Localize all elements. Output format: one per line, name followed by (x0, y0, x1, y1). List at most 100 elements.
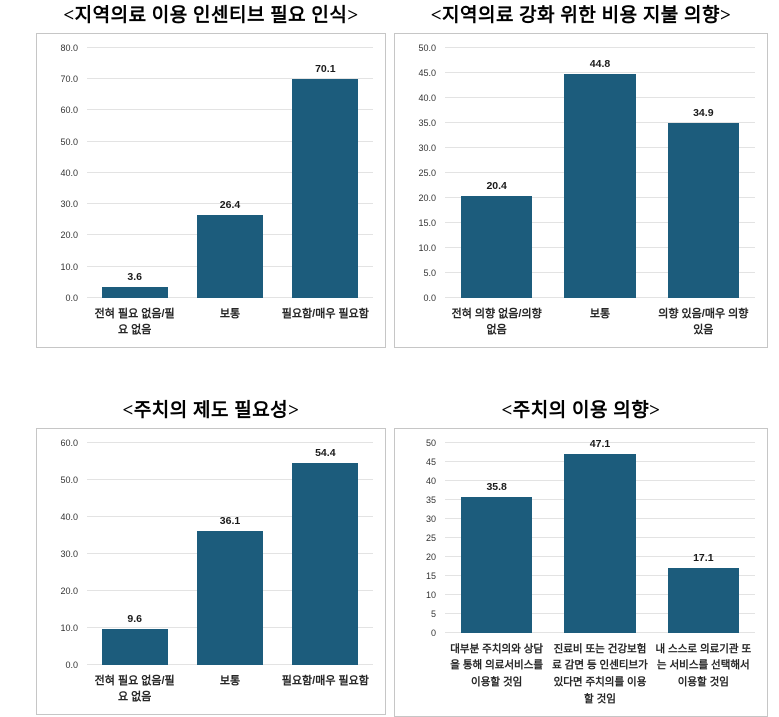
bar-value-label: 26.4 (219, 199, 241, 212)
gridline (445, 46, 755, 48)
chart-payment-willingness: <지역의료 강화 위한 비용 지불 의향> 0.0 5.0 10.0 15.0 20.0… (394, 5, 768, 348)
bar-value-label: 47.1 (589, 437, 611, 450)
chart-incentive-need: <지역의료 이용 인센티브 필요 인식> 0.0 10.0 20.0 30.0 40.0… (36, 5, 386, 348)
y-axis-tick-label: 10.0 (60, 622, 78, 633)
category-labels: 전혀 필요 없음/필요 없음 보통 필요함/매우 필요함 (87, 298, 373, 342)
y-axis-tick-label: 30 (425, 513, 436, 524)
y-axis-tick-label: 30.0 (60, 199, 78, 210)
y-axis-tick-label: 20 (425, 551, 436, 562)
plot-area: 0.0 10.0 20.0 30.0 40.0 50.0 60.0 70.0 80.0 3.6 26… (60, 43, 373, 303)
gridline (445, 441, 755, 443)
category-label: 의향 있음/매우 의향 있음 (658, 307, 749, 337)
gridline (87, 478, 373, 480)
y-axis-tick-label: 50.0 (60, 136, 78, 147)
category-label: 필요함/매우 필요함 (281, 674, 369, 687)
y-axis-tick-label: 45.0 (418, 67, 436, 78)
gridline (87, 171, 373, 173)
charts-row-bottom: <주치의 제도 필요성> 0.0 10.0 20.0 30.0 40.0 50.0 60.0… (36, 400, 779, 717)
bar: 9.6 (101, 613, 168, 665)
bar: 47.1 (564, 438, 636, 633)
gridline (445, 71, 755, 73)
chart-panel: 0 5 10 15 20 25 30 35 40 45 50 35.8 47.1 17.1 대부분 주치의와… (394, 427, 768, 717)
chart-panel: 0.0 10.0 20.0 30.0 40.0 50.0 60.0 70.0 80.0 3.6 26… (36, 32, 386, 348)
y-axis-tick-label: 40.0 (418, 92, 436, 103)
gridline (87, 78, 373, 80)
category-labels: 전혀 의향 없음/의향 없음 보통 의향 있음/매우 의향 있음 (445, 298, 755, 342)
y-axis-tick-label: 0.0 (65, 292, 78, 303)
bar-slot: 3.6 (87, 48, 182, 298)
category-label: 전혀 필요 없음/필요 없음 (94, 307, 175, 337)
bar-slot: 20.4 (445, 48, 548, 298)
y-axis-tick-label: 0.0 (65, 659, 78, 670)
bars-layer: 35.8 47.1 17.1 (445, 438, 755, 633)
y-axis-tick-label: 50.0 (418, 42, 436, 53)
bar-slot: 54.4 (278, 443, 373, 665)
y-axis-tick-label: 0.0 (423, 292, 436, 303)
y-axis-tick-label: 30.0 (60, 548, 78, 559)
y-axis-tick-label: 30.0 (418, 142, 436, 153)
bar-slot: 26.4 (182, 48, 277, 298)
y-axis-tick-label: 20.0 (60, 230, 78, 241)
bar: 36.1 (197, 515, 263, 665)
y-axis-tick-label: 5.0 (423, 267, 436, 278)
bars-layer: 9.6 36.1 54.4 (87, 443, 373, 665)
y-axis-tick-label: 60.0 (60, 105, 78, 116)
category-label: 보통 (589, 307, 611, 320)
gridline (87, 515, 373, 517)
bar-value-label: 54.4 (315, 447, 336, 460)
bar-value-label: 17.1 (693, 551, 714, 564)
bar-slot: 47.1 (548, 438, 651, 633)
bar-slot: 9.6 (87, 443, 182, 665)
bar: 3.6 (101, 271, 168, 298)
bar-value-label: 70.1 (315, 62, 336, 75)
y-axis-tick-label: 35.0 (418, 117, 436, 128)
y-axis-tick-label: 25.0 (418, 167, 436, 178)
plot-area: 0.0 5.0 10.0 15.0 20.0 25.0 30.0 35.0 40.0 45.0 50… (418, 43, 755, 303)
bar: 35.8 (461, 481, 533, 633)
bar-slot: 34.9 (652, 48, 755, 298)
y-axis-tick-label: 40.0 (60, 511, 78, 522)
y-axis-tick-label: 10.0 (60, 261, 78, 272)
category-label: 전혀 필요 없음/필요 없음 (94, 674, 175, 704)
bars-layer: 3.6 26.4 70.1 (87, 48, 373, 298)
plot-area: 0.0 10.0 20.0 30.0 40.0 50.0 60.0 9.6 36.1 54.4 (60, 438, 373, 670)
chart-title: <주치의 제도 필요성> (122, 399, 300, 421)
category-label: 대부분 주치의와 상담을 통해 의료서비스를 이용할 것임 (450, 642, 544, 689)
category-labels: 대부분 주치의와 상담을 통해 의료서비스를 이용할 것임 진료비 또는 건강보험… (445, 633, 755, 711)
bar-value-label: 36.1 (219, 515, 241, 528)
y-axis-tick-label: 45 (425, 456, 436, 467)
bar: 54.4 (292, 447, 359, 665)
bar-value-label: 34.9 (693, 107, 714, 120)
gridline (87, 203, 373, 205)
charts-row-top: <지역의료 이용 인센티브 필요 인식> 0.0 10.0 20.0 30.0 40.0… (36, 5, 779, 348)
gridline (87, 441, 373, 443)
bar-slot: 35.8 (445, 443, 548, 633)
chart-panel: 0.0 5.0 10.0 15.0 20.0 25.0 30.0 35.0 40.0 45.0 50… (394, 32, 768, 348)
chart-title: <주치의 이용 의향> (501, 399, 661, 421)
y-axis-tick-label: 50.0 (60, 474, 78, 485)
y-axis-tick-label: 15 (425, 570, 436, 581)
gridline (87, 46, 373, 48)
y-axis-tick-label: 20.0 (60, 585, 78, 596)
category-label: 보통 (219, 307, 241, 320)
bar: 70.1 (292, 63, 359, 298)
y-axis-tick-label: 15.0 (418, 217, 436, 228)
bar: 44.8 (564, 58, 636, 298)
category-label: 전혀 의향 없음/의향 없음 (451, 307, 542, 337)
bar-slot: 70.1 (278, 48, 373, 298)
bar-value-label: 20.4 (486, 179, 507, 192)
category-label: 보통 (219, 674, 241, 687)
y-axis-tick-label: 20.0 (418, 192, 436, 203)
gridline (87, 109, 373, 111)
plot-area: 0 5 10 15 20 25 30 35 40 45 50 35.8 47.1 17.1 (426, 438, 755, 638)
y-axis-tick-label: 60.0 (60, 437, 78, 448)
y-axis-tick-label: 70.0 (60, 74, 78, 85)
bars-layer: 20.4 44.8 34.9 (445, 48, 755, 298)
bar-value-label: 44.8 (589, 57, 611, 70)
y-axis-tick-label: 10.0 (418, 242, 436, 253)
chart-primary-doctor-need: <주치의 제도 필요성> 0.0 10.0 20.0 30.0 40.0 50.0 60.0… (36, 400, 386, 717)
y-axis-tick-label: 80.0 (60, 42, 78, 53)
y-axis-tick-label: 40 (425, 475, 436, 486)
category-labels: 전혀 필요 없음/필요 없음 보통 필요함/매우 필요함 (87, 665, 373, 709)
